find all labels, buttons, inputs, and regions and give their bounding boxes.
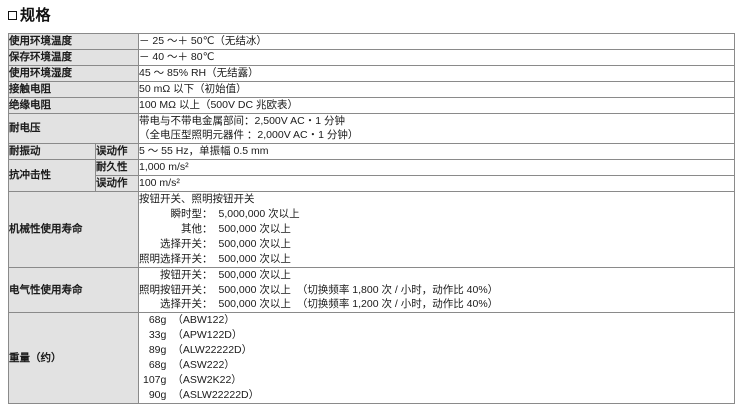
weight-model: （APW122D）: [172, 329, 243, 342]
weight-model: （ASW222）: [172, 359, 235, 372]
row-label: 电气性使用寿命: [8, 266, 139, 314]
row-value-text: 100 m/s²: [139, 177, 180, 190]
electrical-life-key: 选择开关：: [160, 298, 213, 311]
electrical-life-note: （切换频率 1,800 次 / 小时，动作比 40%）: [296, 283, 499, 296]
electrical-life-grid: 按钮开关： 500,000 次以上 照明按钮开关： 500,000 次以上 （切…: [139, 268, 734, 313]
row-label: 机械性使用寿命: [8, 191, 139, 268]
row-label: 保存环境温度: [8, 48, 139, 66]
table-row-electrical-life: 电气性使用寿命 按钮开关： 500,000 次以上 照明按钮开关： 500,00…: [8, 266, 735, 314]
electrical-life-value-text: 500,000 次以上: [218, 298, 291, 311]
electrical-life-key: 照明按钮开关：: [139, 283, 213, 296]
electrical-life-note: （切换频率 1,200 次 / 小时，动作比 40%）: [296, 298, 499, 311]
row-value-line: 带电与不带电金属部间：2,500V AC・1 分钟: [139, 114, 345, 127]
page-title-text: 规格: [20, 7, 52, 24]
weight-amount: 107g: [143, 373, 167, 386]
electrical-life-key: 按钮开关：: [160, 268, 213, 281]
row-value: 45 ～ 85% RH（无结露）: [138, 64, 735, 82]
row-label: 使用环境湿度: [8, 64, 139, 82]
weight-grid: 68g （ABW122） 33g （APW122D） 89g （ALW22222…: [139, 313, 734, 402]
weight-value: 68g （ABW122） 33g （APW122D） 89g （ALW22222…: [138, 312, 735, 404]
row-label: 绝缘电阻: [8, 96, 139, 114]
weight-model: （ALW22222D）: [172, 344, 253, 357]
mechanical-life-key: 瞬时型：: [170, 207, 213, 220]
row-sublabel: 误动作: [95, 175, 139, 193]
table-row: 耐振动 误动作 5 ～ 55 Hz，单振幅 0.5 mm: [8, 143, 735, 161]
weight-amount: 90g: [148, 388, 167, 401]
row-label: 抗冲击性: [8, 159, 96, 193]
mechanical-life-value-text: 5,000,000 次以上: [218, 207, 300, 220]
table-row: 抗冲击性 耐久性 1,000 m/s²: [8, 159, 735, 193]
mechanical-life-key: 选择开关：: [160, 237, 213, 250]
mechanical-life-grid: 按钮开关、照明按钮开关 瞬时型： 5,000,000 次以上 其他： 500,0…: [139, 192, 734, 267]
row-value-line: （全电压型照明元器件 ：2,000V AC・1 分钟）: [139, 129, 359, 142]
mechanical-life-header: 按钮开关、照明按钮开关: [139, 193, 255, 206]
row-label: 接触电阻: [8, 80, 139, 98]
table-row: 保存环境温度 － 40 ～＋ 80℃: [8, 48, 735, 66]
mechanical-life-key: 照明选择开关：: [139, 252, 213, 265]
table-row: 接触电阻 50 mΩ 以下（初始值）: [8, 80, 735, 98]
page-title: 规格: [8, 4, 51, 25]
weight-model: （ASLW22222D）: [172, 388, 260, 401]
weight-amount: 68g: [148, 314, 167, 327]
table-row: 绝缘电阻 100 MΩ 以上（500V DC 兆欧表）: [8, 96, 735, 114]
table-row: 耐电压 带电与不带电金属部间：2,500V AC・1 分钟 （全电压型照明元器件…: [8, 112, 735, 145]
row-label: 耐振动: [8, 143, 96, 161]
table-row-weight: 重量（约） 68g （ABW122） 33g （APW122D） 89g （AL…: [8, 312, 735, 404]
row-label: 重量（约）: [8, 312, 139, 404]
mechanical-life-value-text: 500,000 次以上: [218, 222, 291, 235]
row-value-text: 1,000 m/s²: [139, 161, 189, 174]
row-sublabel: 误动作: [95, 143, 139, 161]
mechanical-life-key: 其他：: [181, 222, 213, 235]
weight-model: （ASW2K22）: [172, 373, 242, 386]
row-value: － 40 ～＋ 80℃: [138, 48, 735, 66]
electrical-life-value-text: 500,000 次以上: [218, 268, 291, 281]
row-value: 100 MΩ 以上（500V DC 兆欧表）: [138, 96, 735, 114]
weight-amount: 68g: [148, 359, 167, 372]
row-value: 1,000 m/s²: [138, 159, 735, 177]
row-sublabel: 耐久性: [95, 159, 139, 177]
row-value: － 25 ～＋ 50℃（无结冰）: [138, 33, 735, 50]
mechanical-life-value-text: 500,000 次以上: [218, 252, 291, 265]
weight-amount: 89g: [148, 344, 167, 357]
weight-model: （ABW122）: [172, 314, 235, 327]
row-value: 100 m/s²: [138, 175, 735, 193]
table-row-mechanical-life: 机械性使用寿命 按钮开关、照明按钮开关 瞬时型： 5,000,000 次以上 其…: [8, 191, 735, 268]
row-value: 5 ～ 55 Hz，单振幅 0.5 mm: [138, 143, 735, 161]
square-bullet-icon: [8, 11, 17, 20]
row-label: 耐电压: [8, 112, 139, 145]
row-value: 50 mΩ 以下（初始值）: [138, 80, 735, 98]
row-value: 带电与不带电金属部间：2,500V AC・1 分钟 （全电压型照明元器件 ：2,…: [138, 112, 735, 145]
specifications-table: 使用环境温度 － 25 ～＋ 50℃（无结冰） 保存环境温度 － 40 ～＋ 8…: [8, 33, 735, 404]
table-row: 使用环境温度 － 25 ～＋ 50℃（无结冰）: [8, 33, 735, 50]
mechanical-life-value: 按钮开关、照明按钮开关 瞬时型： 5,000,000 次以上 其他： 500,0…: [138, 191, 735, 268]
weight-amount: 33g: [148, 329, 167, 342]
mechanical-life-value-text: 500,000 次以上: [218, 237, 291, 250]
electrical-life-value-text: 500,000 次以上: [218, 283, 291, 296]
electrical-life-value: 按钮开关： 500,000 次以上 照明按钮开关： 500,000 次以上 （切…: [138, 266, 735, 314]
table-row: 误动作 100 m/s²: [9, 175, 735, 193]
table-row: 使用环境湿度 45 ～ 85% RH（无结露）: [8, 64, 735, 82]
row-label: 使用环境温度: [8, 33, 139, 50]
